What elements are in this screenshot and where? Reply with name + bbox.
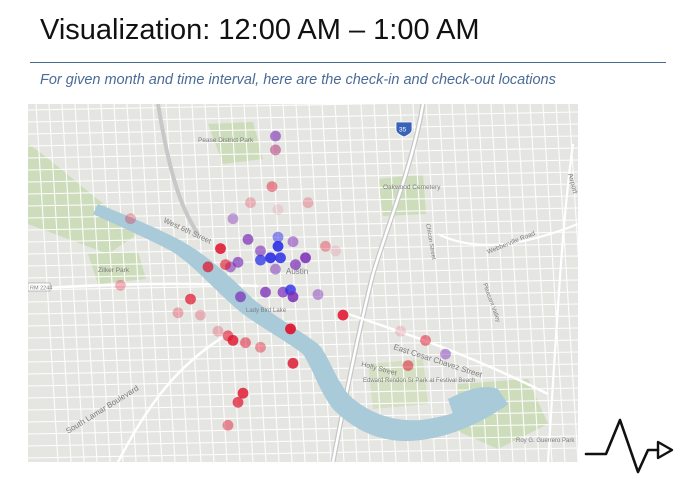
location-point-pt-32[interactable] [312,289,324,300]
location-point-pt-20[interactable] [255,254,266,266]
location-point-pt-34[interactable] [185,293,196,305]
location-point-pt-36[interactable] [195,309,206,321]
location-point-pt-47[interactable] [287,357,299,369]
location-point-pt-28[interactable] [260,286,271,298]
location-point-pt-39[interactable] [212,325,224,337]
lake [448,387,508,416]
park-area [28,144,138,254]
map-panel[interactable]: Pease District Park Oakwood Cemetery Aus… [28,104,578,462]
location-point-pt-50[interactable] [232,396,244,408]
location-point-pt-3[interactable] [266,181,278,192]
location-point-pt-11[interactable] [287,236,299,248]
location-point-pt-19[interactable] [275,252,286,264]
lamar-road [116,332,229,462]
location-point-pt-6[interactable] [272,204,284,215]
location-point-pt-9[interactable] [272,231,284,243]
map-canvas[interactable]: Pease District Park Oakwood Cemetery Aus… [28,104,578,462]
park-area [378,174,426,216]
mopac-expressway [156,104,200,236]
location-point-pt-24[interactable] [202,261,214,273]
location-point-pt-16[interactable] [330,245,341,257]
location-point-pt-35[interactable] [172,307,184,319]
location-point-pt-7[interactable] [125,213,136,225]
location-point-pt-43[interactable] [227,335,239,346]
location-point-pt-14[interactable] [255,245,266,257]
interstate-shield-icon: 35 [395,121,413,138]
edward-rendon-park-label: Edward Rendon Sr Park at Festival Beach [363,378,475,384]
points-layer [115,130,451,431]
location-point-pt-2[interactable] [270,144,281,156]
location-point-pt-37[interactable] [337,309,349,321]
rm2244-label: RM 2244 [30,286,52,292]
pease-park-label: Pease District Park [198,137,254,144]
location-point-pt-48[interactable] [402,360,414,371]
lady-bird-lake-label: Lady Bird Lake [246,308,287,314]
location-point-pt-31[interactable] [287,291,299,303]
title-divider [30,62,666,63]
slide-subtitle: For given month and time interval, here … [40,72,556,88]
location-point-pt-5[interactable] [302,197,314,209]
location-point-pt-12[interactable] [272,240,284,252]
pulse-logo-icon [584,418,674,474]
location-point-pt-38[interactable] [285,323,296,335]
austin-label: Austin [286,267,308,276]
zilker-park-label: Zilker Park [98,267,130,274]
location-point-pt-46[interactable] [440,348,451,360]
slide-title: Visualization: 12:00 AM – 1:00 AM [40,14,480,46]
i35-label: 35 [399,127,407,134]
location-point-pt-45[interactable] [255,341,266,353]
airport-label: Airport [566,173,578,195]
location-point-pt-18[interactable] [265,252,276,264]
location-point-pt-17[interactable] [300,252,311,264]
location-point-pt-8[interactable] [227,213,239,225]
park-area [368,359,428,409]
location-point-pt-1[interactable] [270,130,281,142]
location-point-pt-49[interactable] [237,387,249,399]
location-point-pt-27[interactable] [115,279,126,291]
location-point-pt-4[interactable] [245,197,256,209]
location-point-pt-42[interactable] [420,335,431,346]
rm2244-shield [28,282,51,292]
location-point-pt-40[interactable] [395,325,406,337]
location-point-pt-10[interactable] [242,234,254,245]
location-point-pt-33[interactable] [235,291,246,303]
location-point-pt-26[interactable] [270,263,281,275]
colorado-river [93,204,508,441]
location-point-pt-51[interactable] [222,419,234,431]
airport-boulevard [546,143,575,462]
location-point-pt-23[interactable] [220,259,231,270]
oakwood-cemetery-label: Oakwood Cemetery [383,184,441,191]
location-point-pt-15[interactable] [320,240,331,252]
location-point-pt-13[interactable] [215,243,226,255]
roy-guerrero-park-label: Roy G. Guerrero Park [516,438,575,444]
webberville-road [437,222,578,247]
location-point-pt-25[interactable] [290,259,301,270]
location-point-pt-44[interactable] [240,337,251,349]
east-cesar-chavez [347,312,549,396]
